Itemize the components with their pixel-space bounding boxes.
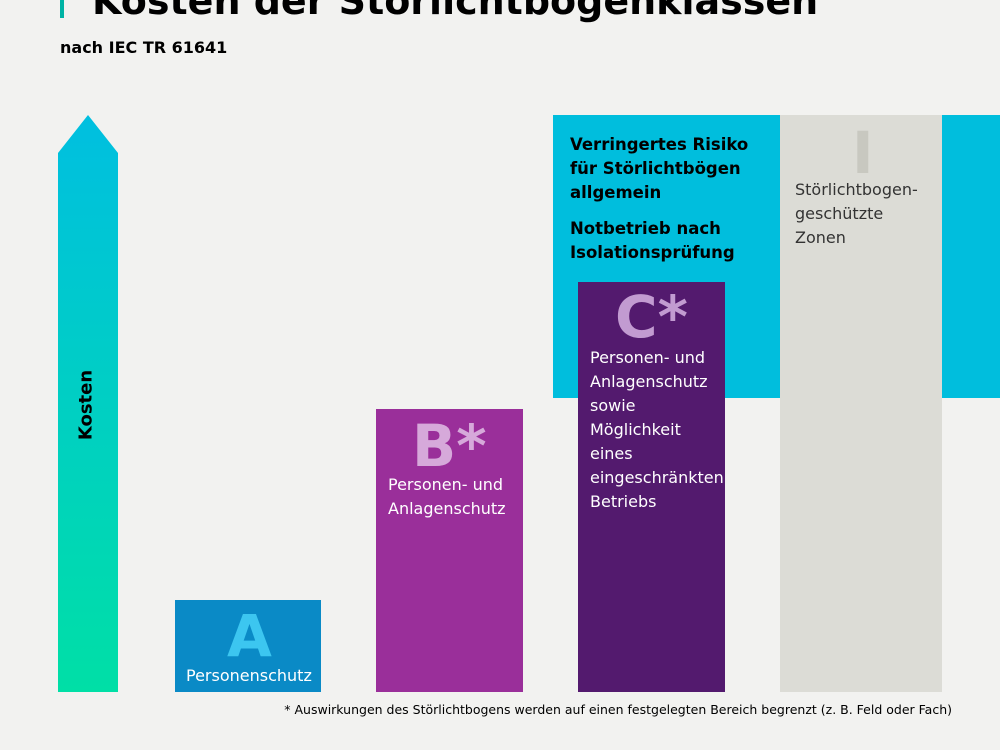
bar-letter: A [227, 602, 272, 670]
page-subtitle: nach IEC TR 61641 [60, 38, 228, 57]
page-title: Kosten der Störlichtbogenklassen [92, 0, 819, 23]
bar-3: C* Personen- und Anlagenschutz sowie Mögl… [578, 282, 725, 692]
bar-4: I Störlichtbogen-geschützte Zonen [780, 115, 942, 692]
bar-letter: B* [412, 412, 487, 480]
risk-band-text: Verringertes Risiko für Störlichtbögen a… [570, 133, 770, 277]
bar-2: B* Personen- und Anlagenschutz [376, 409, 523, 692]
bar-description: Personen- und Anlagenschutz sowie Möglic… [590, 348, 724, 511]
title-accent-bar [60, 0, 64, 18]
bar-description: Personen- und Anlagenschutz [388, 475, 506, 518]
bar-letter: C* [615, 283, 688, 351]
risk-band-right [942, 115, 1000, 398]
axis-label: Kosten [75, 369, 97, 441]
bar-description: Personenschutz [186, 666, 312, 685]
bar-description: Störlichtbogen-geschützte Zonen [795, 180, 918, 247]
cost-axis-arrow [58, 115, 118, 692]
band-line-2: Notbetrieb nach Isolationsprüfung [570, 219, 735, 262]
band-line-1: Verringertes Risiko für Störlichtbögen a… [570, 135, 749, 202]
bar-letter: I [852, 119, 874, 187]
footnote: * Auswirkungen des Störlichtbogens werde… [284, 702, 952, 717]
bar-1: A Personenschutz [175, 600, 321, 692]
